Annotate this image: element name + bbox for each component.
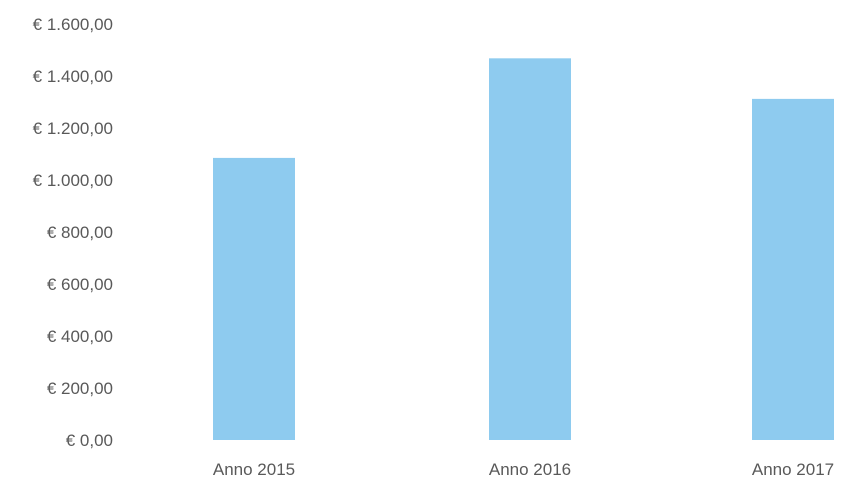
y-tick-label: € 1.000,00	[33, 171, 113, 190]
y-tick-label: € 1.200,00	[33, 119, 113, 138]
y-tick-label: € 0,00	[66, 431, 113, 450]
y-tick-label: € 600,00	[47, 275, 113, 294]
y-tick-label: € 400,00	[47, 327, 113, 346]
y-axis: € 0,00 € 200,00 € 400,00 € 600,00 € 800,00 € …	[33, 15, 113, 450]
y-tick-label: € 800,00	[47, 223, 113, 242]
x-tick-label: Anno 2015	[213, 460, 295, 479]
x-tick-label: Anno 2017	[752, 460, 834, 479]
y-tick-label: € 200,00	[47, 379, 113, 398]
y-tick-label: € 1.600,00	[33, 15, 113, 34]
x-axis: Anno 2015 Anno 2016 Anno 2017	[213, 460, 834, 479]
x-tick-label: Anno 2016	[489, 460, 571, 479]
y-tick-label: € 1.400,00	[33, 67, 113, 86]
bar-anno-2016	[489, 58, 571, 440]
bar-anno-2017	[752, 98, 834, 440]
bar-anno-2015	[213, 157, 295, 440]
bars	[213, 58, 834, 440]
